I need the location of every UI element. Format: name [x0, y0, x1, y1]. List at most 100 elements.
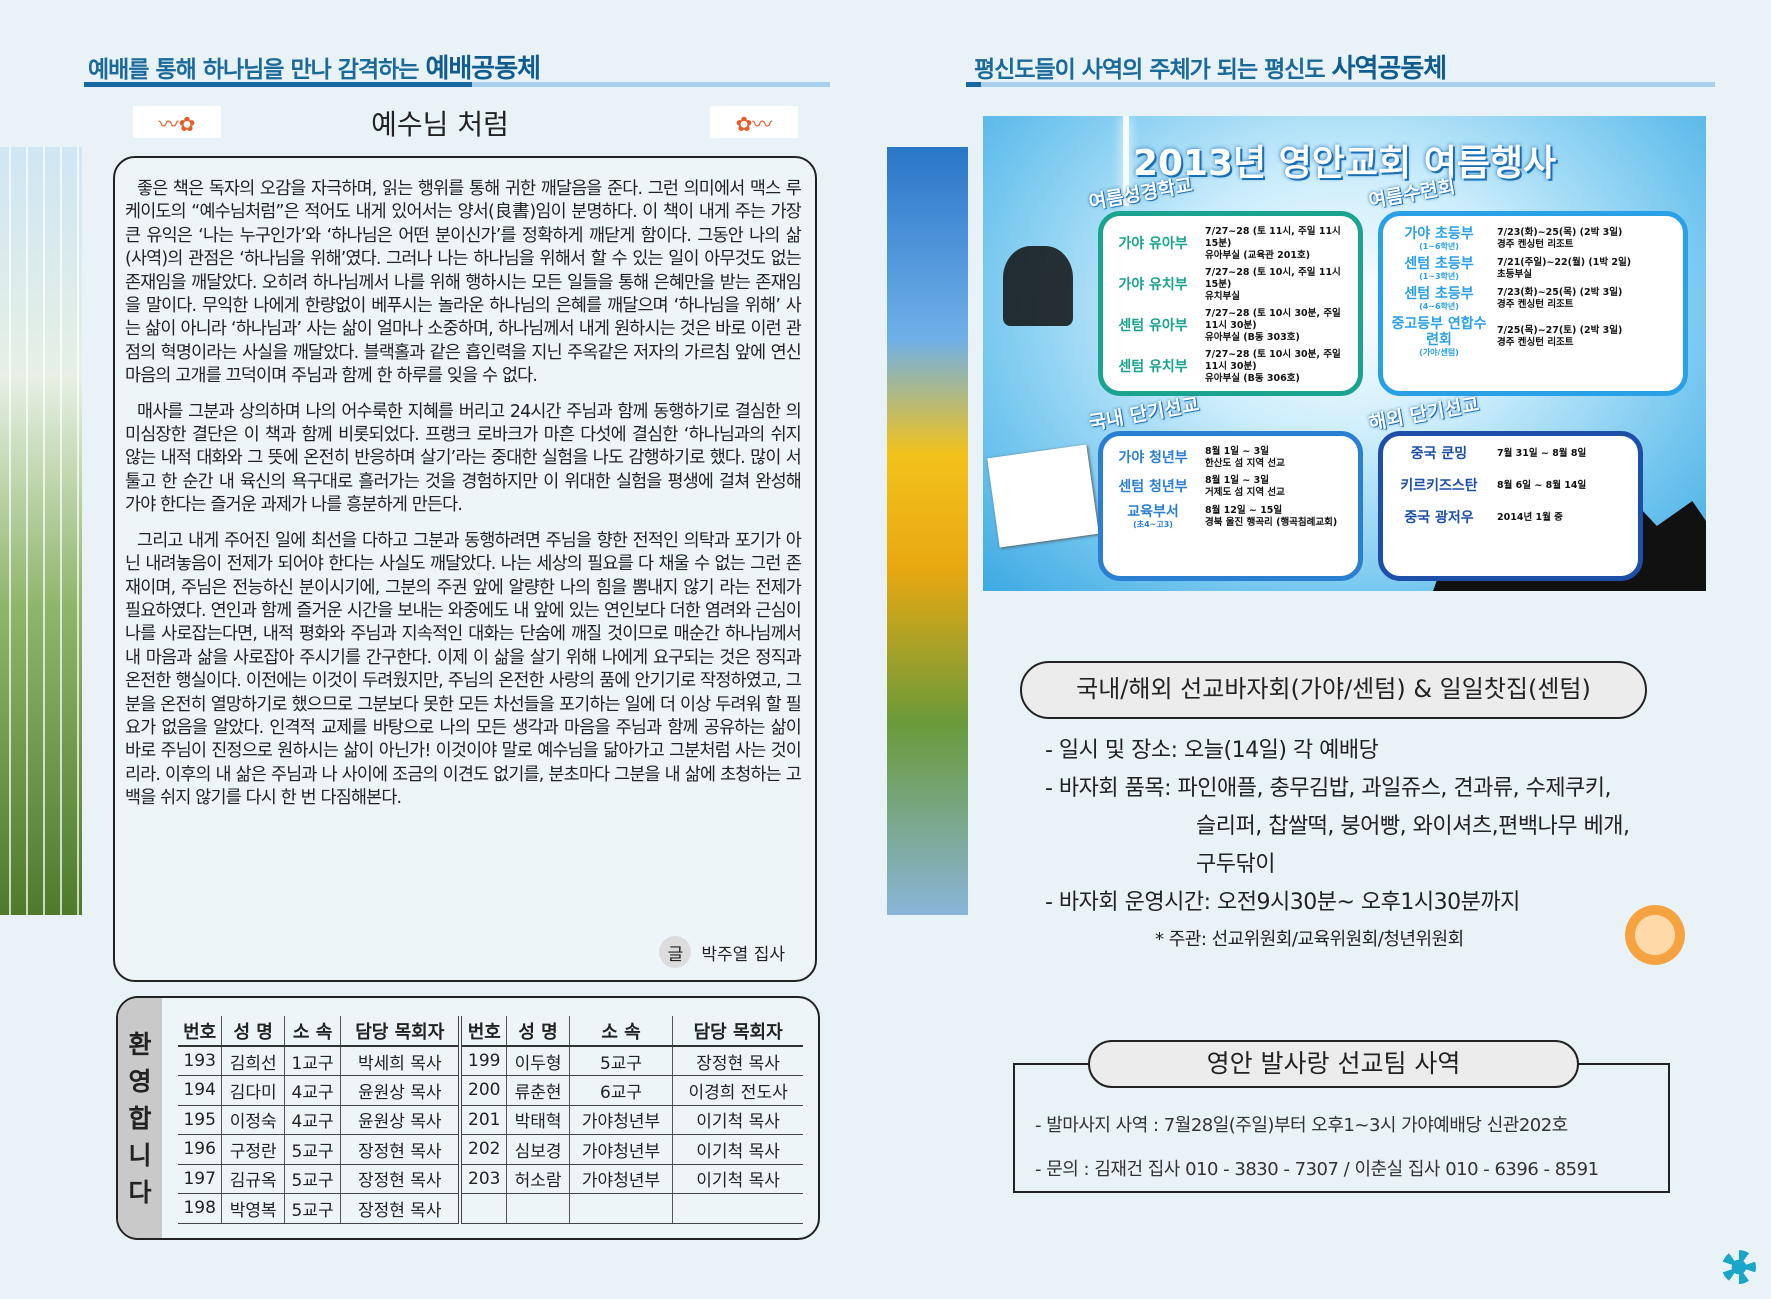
table-cell: 이경희 전도사 [672, 1075, 803, 1106]
poster-item: 가야 유아부 7/27~28 (토 11시, 주일 11시 15분) 유아부실 (교… [1109, 226, 1352, 262]
detail-line: 경주 켄싱턴 리조트 [1497, 336, 1574, 348]
table-row: 195 이정숙 4교구 윤원상 목사 201 박태혁 가야청년부 이기척 목사 [178, 1105, 803, 1135]
summer-events-poster: 2013년 영안교회 여름행사 여름성경학교 가야 유아부 7/27~28 (토 1… [983, 116, 1706, 591]
table-cell: 이기척 목사 [672, 1164, 803, 1194]
poster-item-detail: 7/27~28 (토 10시 30분, 주일 11시 30분) 유아부실 (B동 … [1205, 349, 1352, 385]
column-header: 성 명 [506, 1016, 570, 1047]
detail-line: 7/25(목)~27(토) (2박 3일) [1497, 324, 1623, 336]
table-cell: 김규옥 [221, 1164, 285, 1194]
bible-school-box: 가야 유아부 7/27~28 (토 11시, 주일 11시 15분) 유아부실 (교… [1098, 211, 1363, 396]
detail-line: 7/23(화)~25(목) (2박 3일) [1497, 286, 1623, 298]
poster-item-detail: 7/25(목)~27(토) (2박 3일) 경주 켄싱턴 리조트 [1497, 325, 1677, 349]
detail-line: 한산도 섬 지역 선교 [1205, 458, 1285, 469]
left-section-header: 예배를 통해 하나님을 만나 감격하는 예배공동체 [88, 48, 541, 85]
poster-item: 교육부서 (초4~고3) 8월 12일 ~ 15일 경북 울진 행곡리 (행곡침례교회… [1109, 504, 1352, 529]
byline-mark: 글 [659, 936, 692, 968]
poster-item-label: 중국 광저우 [1389, 510, 1489, 526]
mission-box: - 발마사지 사역 : 7월28일(주일)부터 오후1~3시 가야예배당 신관2… [1013, 1063, 1670, 1193]
poster-item-label: 가야 유치부 [1109, 277, 1197, 293]
detail-line: 초등부실 [1497, 268, 1532, 280]
table-row: 194 김다미 4교구 윤원상 목사 200 류춘현 6교구 이경희 전도사 [178, 1075, 803, 1106]
table-cell: 194 [178, 1075, 222, 1106]
poster-item: 가야 청년부 8월 1일 ~ 3일 한산도 섬 지역 선교 [1109, 446, 1352, 470]
detail-line: 7월 31일 ~ 8월 8일 [1497, 448, 1587, 459]
bazaar-line: 구두닦이 [1196, 852, 1275, 877]
table-cell: 1교구 [283, 1046, 341, 1076]
table-cell: 허소람 [506, 1164, 570, 1194]
detail-line: 7/21(주일)~22(월) (1박 2일) [1497, 256, 1632, 268]
item-name: 중고등부 연합수련회 [1391, 316, 1487, 348]
detail-line: 8월 1일 ~ 3일 [1205, 475, 1269, 486]
poster-item-detail: 7/23(화)~25(목) (2박 3일) 경주 켄싱턴 리조트 [1497, 227, 1677, 251]
poster-item-label: 키르키즈스탄 [1389, 478, 1489, 494]
detail-line: 8월 6일 ~ 8월 14일 [1497, 480, 1587, 491]
detail-line: 유치부실 [1205, 291, 1240, 302]
table-cell: 가야청년부 [568, 1105, 673, 1135]
header-text: 평신도들이 사역의 주체가 되는 평신도 [974, 57, 1332, 83]
poster-item: 센텀 초등부 (1~3학년) 7/21(주일)~22(월) (1박 2일) 초등부실 [1389, 256, 1677, 281]
poster-item: 센텀 유치부 7/27~28 (토 10시 30분, 주일 11시 30분) 유아부… [1109, 349, 1352, 385]
table-cell: 장정현 목사 [340, 1193, 461, 1224]
byline: 글 박주열 집사 [125, 936, 801, 980]
table-cell: 200 [458, 1075, 507, 1106]
detail-line: 유아부실 (B동 306호) [1205, 373, 1300, 384]
detail-line: 경북 울진 행곡리 (행곡침례교회) [1205, 516, 1338, 528]
bazaar-organizer: * 주관: 선교위원회/교육위원회/청년위원회 [1155, 929, 1464, 950]
table-cell: 구정란 [221, 1134, 285, 1165]
bazaar-line: 슬리퍼, 찹쌀떡, 붕어빵, 와이셔츠,편백나무 베개, [1196, 814, 1630, 839]
item-name: 센텀 청년부 [1118, 479, 1188, 495]
table-cell: 5교구 [283, 1134, 341, 1165]
column-header: 소 속 [283, 1016, 341, 1047]
poster-item-detail: 2014년 1월 중 [1497, 512, 1632, 524]
item-name: 중국 광저우 [1404, 510, 1474, 526]
column-header: 번호 [458, 1016, 507, 1047]
item-name: 가야 청년부 [1118, 450, 1188, 466]
table-cell: 이두형 [506, 1046, 570, 1076]
table-cell: 이기척 목사 [672, 1105, 803, 1135]
item-sub: (1~3학년) [1419, 272, 1459, 281]
church-logo-icon [1722, 1250, 1756, 1284]
detail-line: 7/23(화)~25(목) (2박 3일) [1497, 226, 1623, 238]
table-cell: 심보경 [506, 1134, 570, 1165]
article-paragraph: 그리고 내게 주어진 일에 최선을 다하고 그분과 동행하려면 주님을 향한 전… [125, 530, 802, 809]
jumping-people-silhouette [1003, 246, 1073, 326]
table-cell: 이정숙 [221, 1105, 285, 1135]
detail-line: 8월 1일 ~ 3일 [1205, 446, 1269, 457]
table-row: 196 구정란 5교구 장정현 목사 202 심보경 가야청년부 이기척 목사 [178, 1134, 803, 1165]
poster-item-detail: 7/27~28 (토 11시, 주일 11시 15분) 유아부실 (교육관 201… [1205, 226, 1352, 262]
poster-item-detail: 8월 1일 ~ 3일 거제도 섬 지역 선교 [1205, 475, 1352, 499]
poster-item: 센텀 청년부 8월 1일 ~ 3일 거제도 섬 지역 선교 [1109, 475, 1352, 499]
welcome-label-char: 영 [128, 1066, 152, 1096]
detail-line: 경주 켄싱턴 리조트 [1497, 238, 1574, 250]
poster-item-label: 센텀 유치부 [1109, 359, 1197, 375]
column-header: 번호 [178, 1016, 222, 1047]
item-name: 센텀 초등부 [1404, 256, 1474, 272]
article-box: 좋은 책은 독자의 오감을 자극하며, 읽는 행위를 통해 귀한 깨달음을 준다… [113, 156, 817, 982]
item-name: 중국 쿤밍 [1410, 446, 1468, 462]
mission-title: 영안 발사랑 선교팀 사역 [1088, 1040, 1579, 1088]
item-sub: (가야/센텀) [1419, 348, 1459, 357]
table-cell: 김희선 [221, 1046, 285, 1076]
poster-item-label: 교육부서 (초4~고3) [1109, 504, 1197, 529]
domestic-box: 가야 청년부 8월 1일 ~ 3일 한산도 섬 지역 선교 센텀 청년부 8월 1일 ~… [1098, 431, 1363, 581]
table-cell: 장정현 목사 [340, 1164, 461, 1194]
item-sub: (4~6학년) [1419, 302, 1459, 311]
table-cell: 가야청년부 [568, 1134, 673, 1165]
item-name: 센텀 유치부 [1118, 359, 1188, 375]
table-cell: 박영복 [221, 1193, 285, 1224]
table-cell: 류춘현 [506, 1075, 570, 1106]
poster-item-label: 센텀 초등부 (1~3학년) [1389, 256, 1489, 281]
poster-item: 센텀 유아부 7/27~28 (토 10시 30분, 주일 11시 30분) 유아부… [1109, 308, 1352, 344]
column-header: 담당 목회자 [672, 1016, 803, 1047]
table-cell: 4교구 [283, 1075, 341, 1106]
item-name: 센텀 유아부 [1118, 318, 1188, 334]
poster-item-label: 센텀 유아부 [1109, 318, 1197, 334]
item-sub: (1~6학년) [1419, 242, 1459, 251]
poster-item-detail: 7/21(주일)~22(월) (1박 2일) 초등부실 [1497, 257, 1677, 281]
table-cell: 197 [178, 1164, 222, 1194]
sunflower-image [887, 147, 968, 915]
detail-line: 7/27~28 (토 10시, 주일 11시 15분) [1205, 267, 1341, 290]
cheering-kids-illustration [1620, 900, 1690, 970]
